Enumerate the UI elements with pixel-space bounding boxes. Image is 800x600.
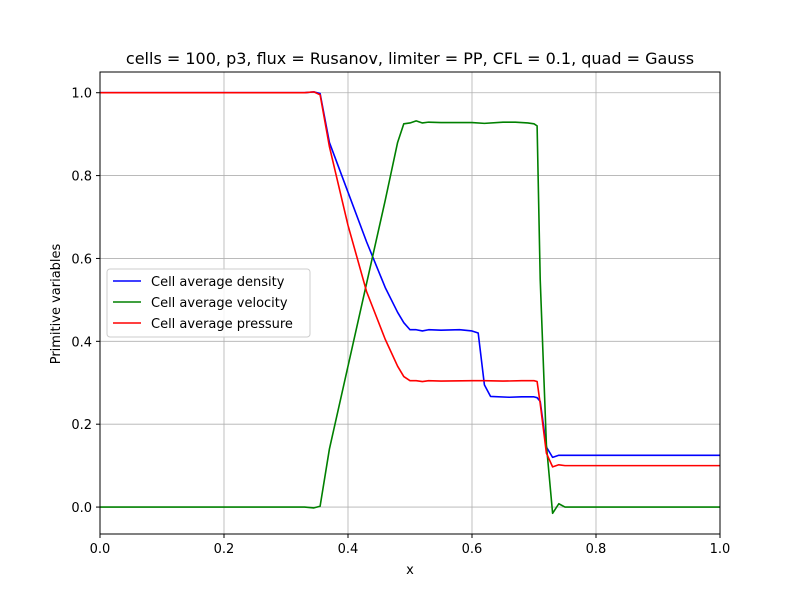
y-axis-label: Primitive variables	[49, 243, 64, 364]
y-tick-label: 0.0	[71, 501, 92, 516]
legend-box	[106, 268, 311, 338]
x-axis-ticks: 0.0 0.2 0.4 0.6 0.8 1.0	[90, 534, 731, 557]
legend: Cell average density Cell average velocit…	[106, 268, 311, 338]
y-tick-label: 0.8	[71, 170, 92, 185]
y-tick-label: 0.2	[71, 418, 92, 433]
axes-frame	[99, 71, 721, 535]
x-tick-label: 0.6	[462, 542, 483, 557]
legend-label: Cell average density	[151, 275, 285, 290]
chart-title: cells = 100, p3, flux = Rusanov, limiter…	[126, 49, 694, 68]
x-tick-label: 0.0	[90, 542, 111, 557]
y-axis-ticks: 0.0 0.2 0.4 0.6 0.8 1.0	[71, 87, 100, 516]
y-tick-label: 1.0	[71, 87, 92, 102]
series-lines	[100, 91, 720, 515]
y-tick-label: 0.4	[71, 335, 92, 350]
y-tick-label: 0.6	[71, 252, 92, 267]
x-tick-label: 1.0	[710, 542, 731, 557]
x-axis-label: x	[406, 563, 414, 578]
x-tick-label: 0.2	[214, 542, 235, 557]
legend-label: Cell average pressure	[151, 317, 293, 332]
x-tick-label: 0.8	[586, 542, 607, 557]
x-tick-label: 0.4	[338, 542, 359, 557]
series-line-1	[100, 120, 720, 515]
series-line-2	[100, 91, 720, 468]
legend-label: Cell average velocity	[151, 296, 288, 311]
